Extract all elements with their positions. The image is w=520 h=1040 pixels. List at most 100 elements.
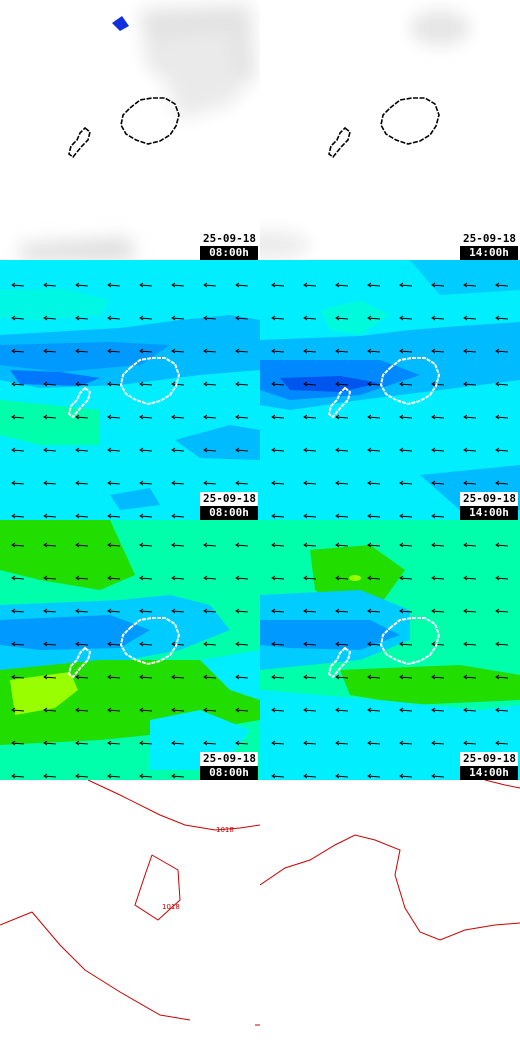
wind-arrow xyxy=(203,674,217,680)
wind-arrow xyxy=(335,641,349,647)
wind-arrow xyxy=(495,480,509,486)
wind-arrow xyxy=(399,707,413,713)
precip-marker xyxy=(112,16,129,31)
wind-arrow xyxy=(367,707,381,713)
wind-arrow xyxy=(463,315,477,321)
island-coastline-small xyxy=(67,386,92,419)
isobar-panel-left: 1018 1018 xyxy=(0,780,260,1040)
wind-arrow xyxy=(399,542,413,548)
wind-arrow xyxy=(495,575,509,581)
isobar-line xyxy=(134,854,181,921)
wind-field-lower-map xyxy=(260,520,520,780)
wind-arrow xyxy=(335,315,349,321)
wind-arrow xyxy=(43,542,57,548)
wind-arrow xyxy=(271,381,285,387)
wind-arrow xyxy=(11,773,25,779)
wind-arrow xyxy=(271,447,285,453)
timestamp-label: 25-09-18 14:00h xyxy=(460,232,518,260)
wind-arrow xyxy=(139,641,153,647)
wind-arrow xyxy=(235,575,249,581)
wind-arrow xyxy=(171,315,185,321)
wind-arrow xyxy=(235,641,249,647)
wind-arrow xyxy=(11,575,25,581)
wind-arrow xyxy=(107,447,121,453)
wind-arrow xyxy=(495,315,509,321)
wind-arrow xyxy=(431,641,445,647)
wind-arrow xyxy=(139,480,153,486)
wind-arrow xyxy=(399,773,413,779)
isobar-label: 1018 xyxy=(162,903,180,911)
wind-arrow xyxy=(463,348,477,354)
wind-arrow xyxy=(107,542,121,548)
wind-arrow xyxy=(11,348,25,354)
wind-arrow xyxy=(43,641,57,647)
wind-arrow xyxy=(335,575,349,581)
wind-arrow xyxy=(171,480,185,486)
wind-arrow xyxy=(399,381,413,387)
island-coastline-small xyxy=(68,126,91,159)
wind-arrow xyxy=(203,480,217,486)
isobar-label: 1018 xyxy=(216,826,234,834)
wind-arrow xyxy=(203,608,217,614)
wind-arrow xyxy=(463,381,477,387)
wind-arrow xyxy=(303,608,317,614)
wind-arrow xyxy=(75,480,89,486)
wind-arrow xyxy=(203,414,217,420)
wind-arrow xyxy=(235,282,249,288)
time-label: 08:00h xyxy=(200,506,258,520)
wind-arrow xyxy=(139,447,153,453)
wind-field-map xyxy=(260,260,520,520)
island-coastline-large xyxy=(119,617,181,666)
wind-arrow xyxy=(43,480,57,486)
wind-arrow xyxy=(139,348,153,354)
wind-arrow xyxy=(235,414,249,420)
wind-arrow xyxy=(495,447,509,453)
time-label: 08:00h xyxy=(200,766,258,780)
wind-arrow xyxy=(463,447,477,453)
wind-arrow xyxy=(431,608,445,614)
wind-arrow xyxy=(107,608,121,614)
wind-arrow xyxy=(303,315,317,321)
cloud-patches xyxy=(20,5,255,260)
wind-arrow xyxy=(399,641,413,647)
wind-arrow xyxy=(431,707,445,713)
wind-arrow xyxy=(139,282,153,288)
wind-arrow xyxy=(271,282,285,288)
wind-arrow xyxy=(431,480,445,486)
wind-arrow xyxy=(463,707,477,713)
wind-arrow xyxy=(139,414,153,420)
wind-arrow xyxy=(43,674,57,680)
wind-arrow xyxy=(43,575,57,581)
wind-arrow xyxy=(399,282,413,288)
wind-arrow xyxy=(271,315,285,321)
wind-arrow xyxy=(75,381,89,387)
coastline-group xyxy=(67,617,181,679)
wind-arrow xyxy=(367,381,381,387)
wind-arrow xyxy=(11,480,25,486)
wind-arrow xyxy=(171,608,185,614)
wind-arrow xyxy=(11,542,25,548)
wind-arrow xyxy=(171,740,185,746)
wind-arrow xyxy=(399,315,413,321)
wind-arrow xyxy=(399,348,413,354)
island-coastline-large xyxy=(379,357,441,406)
wind-arrow xyxy=(75,348,89,354)
wind-arrow xyxy=(303,542,317,548)
island-coastline-large xyxy=(120,97,180,145)
wind-arrow xyxy=(139,381,153,387)
wind-arrow xyxy=(235,315,249,321)
wind-arrow xyxy=(107,575,121,581)
coastline-group xyxy=(328,97,440,159)
wind-arrow xyxy=(463,480,477,486)
wind-arrow xyxy=(139,575,153,581)
wind-arrow xyxy=(235,542,249,548)
wind-arrow xyxy=(431,575,445,581)
wind-arrow xyxy=(75,674,89,680)
wind-arrow xyxy=(203,282,217,288)
wind-arrow xyxy=(367,641,381,647)
wind-arrow xyxy=(495,674,509,680)
wind-arrow xyxy=(139,773,153,779)
wind-arrow xyxy=(463,542,477,548)
wind-arrow xyxy=(171,773,185,779)
wind-arrow xyxy=(11,282,25,288)
